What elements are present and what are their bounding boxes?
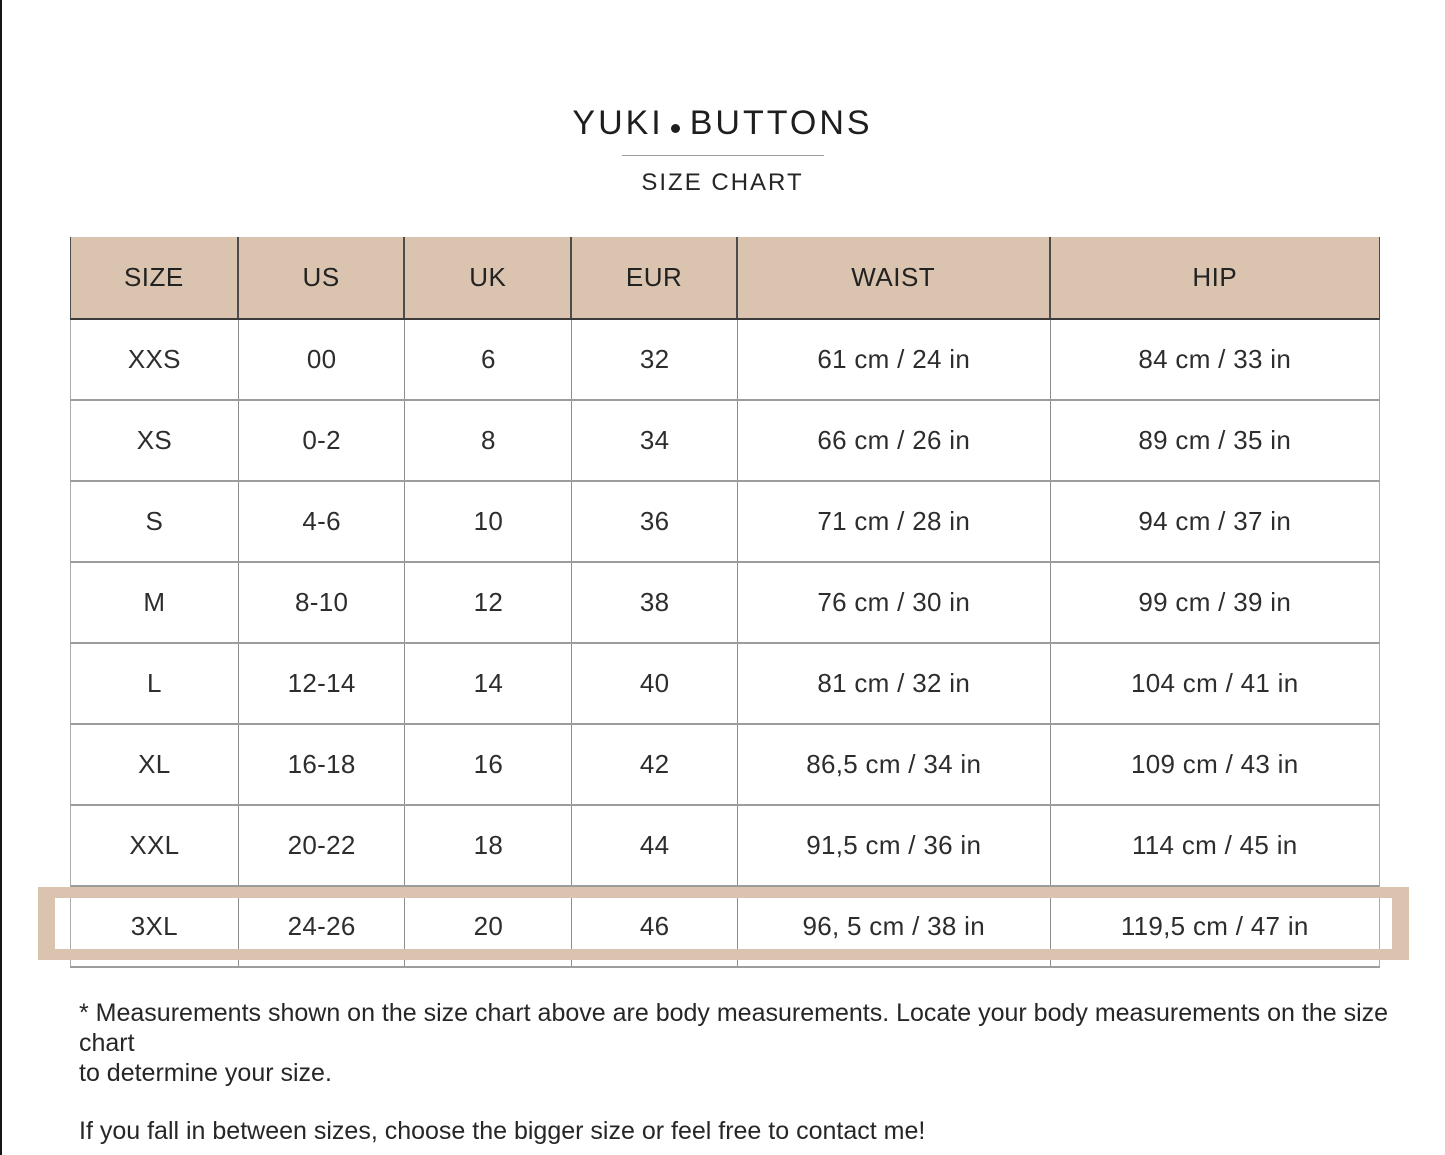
cell-us: 20-22 <box>239 806 406 885</box>
table-row-xxs: XXS 00 6 32 61 cm / 24 in 84 cm / 33 in <box>70 320 1380 401</box>
cell-eur: 38 <box>572 563 738 642</box>
cell-uk: 18 <box>405 806 573 885</box>
cell-hip: 104 cm / 41 in <box>1130 668 1299 698</box>
cell-size: M <box>71 563 239 642</box>
table-row-xxl: XXL 20-22 18 44 91,5 cm / 36 in 114 cm /… <box>70 806 1380 887</box>
cell-waist: 81 cm / 32 in <box>738 644 1051 723</box>
cell-uk: 20 <box>405 887 573 966</box>
cell-hip: 89 cm / 35 in <box>1138 425 1292 455</box>
table-header-row: SIZE US UK EUR WAIST HIP <box>70 237 1380 320</box>
cell-hip: 109 cm / 43 in <box>1130 749 1299 779</box>
cell-hip: 84 cm / 33 in <box>1138 344 1292 374</box>
cell-waist: 71 cm / 28 in <box>738 482 1051 561</box>
footnote-line: to determine your size. <box>79 1059 332 1087</box>
cell-eur: 40 <box>572 644 738 723</box>
cell-eur: 44 <box>572 806 738 885</box>
cell-eur: 42 <box>572 725 738 804</box>
cell-waist: 86,5 cm / 34 in <box>738 725 1051 804</box>
table-row-3xl: 3XL 24-26 20 46 96, 5 cm / 38 in 119,5 c… <box>70 887 1380 968</box>
cell-waist: 66 cm / 26 in <box>738 401 1051 480</box>
cell-us: 4-6 <box>239 482 406 561</box>
column-header-hip: HIP <box>1192 262 1238 292</box>
cell-uk: 16 <box>405 725 573 804</box>
size-chart-table: SIZE US UK EUR WAIST HIP XXS 00 6 32 61 … <box>38 237 1409 968</box>
table-row-s: S 4-6 10 36 71 cm / 28 in 94 cm / 37 in <box>70 482 1380 563</box>
cell-us: 00 <box>239 320 406 399</box>
column-header-uk: UK <box>405 237 573 318</box>
cell-waist: 61 cm / 24 in <box>738 320 1051 399</box>
cell-eur: 36 <box>572 482 738 561</box>
table-row-m: M 8-10 12 38 76 cm / 30 in 99 cm / 39 in <box>70 563 1380 644</box>
cell-size: XXS <box>71 320 239 399</box>
cell-hip: 99 cm / 39 in <box>1138 587 1292 617</box>
cell-us: 16-18 <box>239 725 406 804</box>
cell-uk: 14 <box>405 644 573 723</box>
footnote-line: * Measurements shown on the size chart a… <box>79 999 1389 1057</box>
cell-waist: 96, 5 cm / 38 in <box>738 887 1051 966</box>
page-left-border <box>0 0 2 1155</box>
cell-us: 24-26 <box>239 887 406 966</box>
cell-size: 3XL <box>71 887 239 966</box>
cell-hip: 94 cm / 37 in <box>1138 506 1292 536</box>
brand-underline <box>621 155 824 156</box>
brand-right-text: BUTTONS <box>689 104 873 142</box>
cell-size: XL <box>71 725 239 804</box>
brand-left-text: YUKI <box>572 104 664 142</box>
cell-eur: 32 <box>572 320 738 399</box>
cell-uk: 6 <box>405 320 573 399</box>
page-subtitle: SIZE CHART <box>641 169 804 196</box>
page-header: YUKI BUTTONS SIZE CHART <box>0 0 1445 197</box>
cell-waist: 91,5 cm / 36 in <box>738 806 1051 885</box>
cell-us: 8-10 <box>239 563 406 642</box>
footnotes: * Measurements shown on the size chart a… <box>79 998 1409 1146</box>
column-header-waist: WAIST <box>738 237 1051 318</box>
cell-us: 12-14 <box>239 644 406 723</box>
cell-us: 0-2 <box>239 401 406 480</box>
brand-dot-icon <box>670 124 680 133</box>
column-header-size: SIZE <box>71 237 239 318</box>
footnote-measurements: * Measurements shown on the size chart a… <box>79 998 1409 1088</box>
cell-size: XS <box>71 401 239 480</box>
page-title: YUKI BUTTONS <box>0 104 1445 143</box>
cell-size: L <box>71 644 239 723</box>
column-header-eur: EUR <box>572 237 738 318</box>
table-row-l: L 12-14 14 40 81 cm / 32 in 104 cm / 41 … <box>70 644 1380 725</box>
cell-uk: 12 <box>405 563 573 642</box>
table-row-xl: XL 16-18 16 42 86,5 cm / 34 in 109 cm / … <box>70 725 1380 806</box>
column-header-us: US <box>239 237 406 318</box>
cell-size: XXL <box>71 806 239 885</box>
cell-hip: 114 cm / 45 in <box>1131 830 1298 860</box>
cell-size: S <box>71 482 239 561</box>
cell-eur: 34 <box>572 401 738 480</box>
cell-uk: 8 <box>405 401 573 480</box>
cell-waist: 76 cm / 30 in <box>738 563 1051 642</box>
cell-eur: 46 <box>572 887 738 966</box>
cell-hip: 119,5 cm / 47 in <box>1120 911 1309 941</box>
cell-uk: 10 <box>405 482 573 561</box>
table-row-xs: XS 0-2 8 34 66 cm / 26 in 89 cm / 35 in <box>70 401 1380 482</box>
footnote-between-sizes: If you fall in between sizes, choose the… <box>79 1117 926 1145</box>
